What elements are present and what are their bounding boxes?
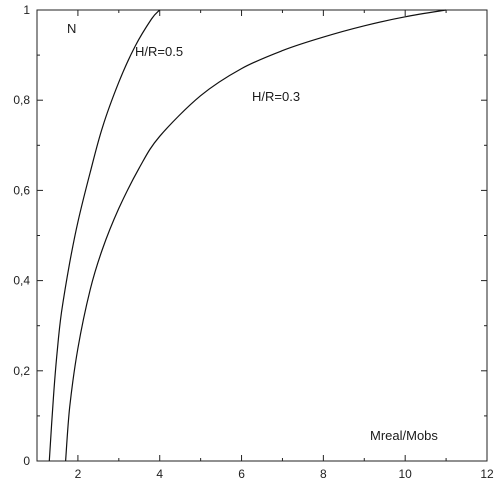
y-axis-label: N [67, 21, 76, 36]
plot-frame [36, 9, 488, 462]
x-tick-label: 10 [399, 467, 413, 481]
y-tick-label: 0,2 [13, 364, 30, 378]
series-line-hr05 [48, 9, 161, 462]
x-tick-label: 8 [320, 467, 327, 481]
y-tick-label: 0,6 [13, 183, 30, 197]
series-label-hr05: H/R=0.5 [135, 44, 183, 59]
y-tick-label: 1 [23, 3, 30, 17]
x-tick-label: 6 [238, 467, 245, 481]
series-line-hr03 [65, 9, 447, 462]
series-label-hr03: H/R=0.3 [252, 89, 300, 104]
y-tick-label: 0 [23, 454, 30, 468]
axes-frame [36, 9, 488, 462]
x-axis-label: Mreal/Mobs [370, 428, 438, 443]
y-tick-label: 0,4 [13, 274, 30, 288]
x-tick-label: 2 [75, 467, 82, 481]
x-tick-label: 12 [480, 467, 494, 481]
series-curves [48, 9, 447, 462]
y-tick-label: 0,8 [13, 93, 30, 107]
x-tick-label: 4 [156, 467, 163, 481]
axis-ticks: 2 4 6 8 10 12 0 0,2 0,4 0,6 0,8 1 [13, 3, 494, 481]
